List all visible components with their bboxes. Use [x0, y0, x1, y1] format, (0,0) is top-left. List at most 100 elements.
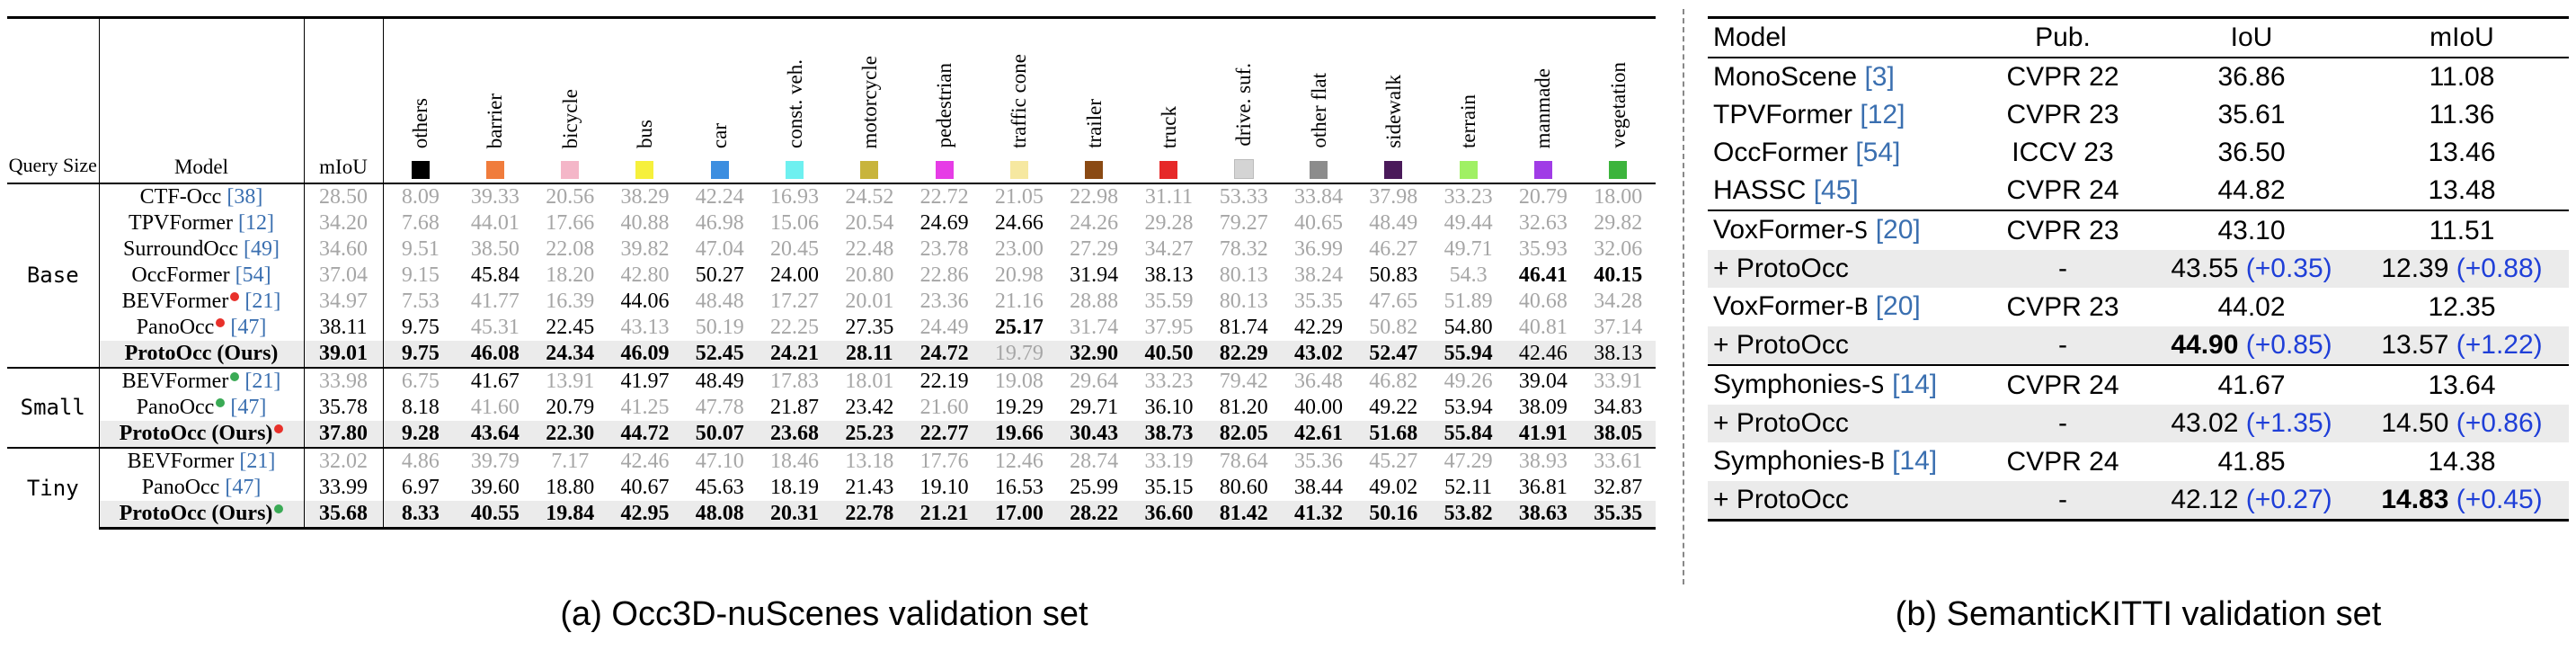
class-iou-cell: 16.93	[757, 183, 832, 210]
header-class: bicycle	[532, 16, 608, 183]
class-iou-cell: 24.69	[919, 211, 969, 235]
class-iou-cell: 22.98	[1056, 183, 1132, 210]
iou-value: 36.86	[2217, 62, 2286, 92]
iou-cell: 41.85	[2148, 442, 2355, 481]
table-row: Symphonies-B [14] CVPR 24 41.85 14.38	[1708, 442, 2569, 481]
miou-cell: 35.78	[304, 395, 384, 421]
iou-delta: (+0.85)	[2245, 330, 2332, 360]
class-iou-cell: 21.16	[994, 290, 1044, 313]
class-iou-cell: 22.19	[906, 367, 982, 395]
class-iou-cell: 40.65	[1294, 211, 1344, 235]
model-name: ProtoOcc (Ours)	[99, 421, 305, 448]
header-class: terrain	[1430, 16, 1506, 183]
class-label: terrain	[1457, 94, 1480, 148]
miou-value: 12.35	[2428, 291, 2496, 322]
class-iou-cell: 32.87	[1594, 476, 1643, 499]
model-name: PanoOcc [47]	[99, 475, 305, 501]
class-iou-cell: 32.90	[1056, 341, 1132, 368]
class-iou-cell: 35.59	[1144, 290, 1194, 313]
iou-cell: 41.67	[2148, 364, 2355, 405]
miou-cell: 33.99	[304, 475, 384, 501]
class-iou-cell: 21.43	[845, 476, 894, 499]
class-iou-cell: 18.20	[546, 263, 595, 287]
model-variant: S	[1870, 372, 1885, 399]
class-iou-cell: 19.08	[982, 367, 1057, 395]
model-name: ProtoOcc (Ours)	[99, 341, 305, 368]
model-label: MonoScene	[1713, 62, 1858, 92]
red-dot-icon	[230, 292, 240, 301]
class-iou-cell: 20.45	[770, 237, 820, 261]
model-name: Symphonies-S [14]	[1708, 364, 1977, 405]
class-iou-cell: 38.73	[1131, 421, 1207, 448]
class-label: bus	[633, 120, 656, 148]
class-iou-cell: 42.46	[607, 447, 683, 475]
class-iou-cell: 17.27	[770, 290, 820, 313]
model-label: PanoOcc	[141, 476, 220, 499]
class-iou-cell: 40.68	[1518, 290, 1568, 313]
class-iou-cell: 81.20	[1219, 396, 1268, 419]
table-row: VoxFormer-S [20] CVPR 23 43.10 11.51	[1708, 210, 2569, 250]
citation: [54]	[1855, 138, 1901, 167]
miou-cell: 38.11	[304, 315, 384, 341]
class-iou-cell: 17.00	[982, 501, 1057, 530]
class-iou-cell: 46.09	[607, 341, 683, 368]
table-row: ProtoOcc (Ours) 37.80 9.28 43.64 22.30 44.72 5…	[7, 421, 1656, 448]
class-iou-cell: 9.75	[401, 316, 440, 339]
class-label: car	[708, 122, 732, 148]
class-iou-cell: 40.81	[1518, 316, 1568, 339]
class-iou-cell: 82.29	[1206, 341, 1282, 368]
publication: CVPR 24	[1977, 364, 2148, 405]
caption-left: (a) Occ3D-nuScenes validation set	[560, 595, 1088, 633]
table-row: HASSC [45] CVPR 24 44.82 13.48	[1708, 172, 2569, 210]
class-iou-cell: 18.01	[831, 367, 907, 395]
iou-cell: 44.82	[2148, 172, 2355, 210]
class-iou-cell: 44.01	[470, 211, 520, 235]
miou-cell: 12.35	[2355, 288, 2569, 326]
iou-cell: 42.12 (+0.27)	[2148, 481, 2355, 522]
citation: [14]	[1892, 446, 1938, 476]
class-iou-cell: 36.99	[1294, 237, 1344, 261]
publication: -	[1977, 481, 2148, 522]
class-iou-cell: 7.68	[401, 211, 440, 235]
class-iou-cell: 46.82	[1355, 367, 1431, 395]
class-color-swatch	[561, 161, 580, 179]
class-iou-cell: 50.19	[695, 316, 744, 339]
class-iou-cell: 53.82	[1430, 501, 1506, 530]
publication: CVPR 24	[2006, 175, 2119, 205]
class-iou-cell: 48.48	[695, 290, 744, 313]
class-label: others	[409, 97, 432, 148]
class-iou-cell: 22.77	[906, 421, 982, 448]
iou-cell: 43.02 (+1.35)	[2148, 405, 2355, 442]
class-iou-cell: 22.45	[546, 316, 595, 339]
query-size-label: Small	[7, 367, 100, 448]
class-iou-cell: 43.64	[457, 421, 533, 448]
class-iou-cell: 31.94	[1070, 263, 1119, 287]
class-label: truck	[1157, 105, 1180, 148]
class-iou-cell: 81.74	[1219, 316, 1268, 339]
class-iou-cell: 33.91	[1580, 367, 1656, 395]
class-iou-cell: 40.67	[620, 476, 670, 499]
class-iou-cell: 31.74	[1070, 316, 1119, 339]
model-name: VoxFormer-S [20]	[1708, 210, 1977, 250]
class-iou-cell: 48.49	[1369, 211, 1418, 235]
citation: [14]	[1892, 370, 1938, 399]
class-iou-cell: 45.31	[470, 316, 520, 339]
class-iou-cell: 36.10	[1144, 396, 1194, 419]
class-iou-cell: 23.00	[994, 237, 1044, 261]
table-row: + ProtoOcc -43.55 (+0.35) 12.39 (+0.88)	[1708, 250, 2569, 288]
class-iou-cell: 24.00	[770, 263, 820, 287]
header-class: bus	[607, 16, 683, 183]
class-label: manmade	[1532, 67, 1555, 148]
miou-cell: 37.04	[304, 263, 384, 289]
class-iou-cell: 79.42	[1206, 367, 1282, 395]
class-iou-cell: 22.78	[831, 501, 907, 530]
miou-cell: 39.01	[304, 341, 384, 368]
query-size-label: Tiny	[7, 447, 100, 529]
class-iou-cell: 50.07	[682, 421, 758, 448]
class-iou-cell: 41.25	[620, 396, 670, 419]
model-label: + ProtoOcc	[1713, 254, 1849, 283]
class-iou-cell: 25.17	[994, 316, 1044, 339]
model-name: + ProtoOcc	[1708, 250, 1977, 288]
miou-delta: (+1.22)	[2456, 330, 2543, 360]
class-color-swatch	[1384, 161, 1403, 179]
